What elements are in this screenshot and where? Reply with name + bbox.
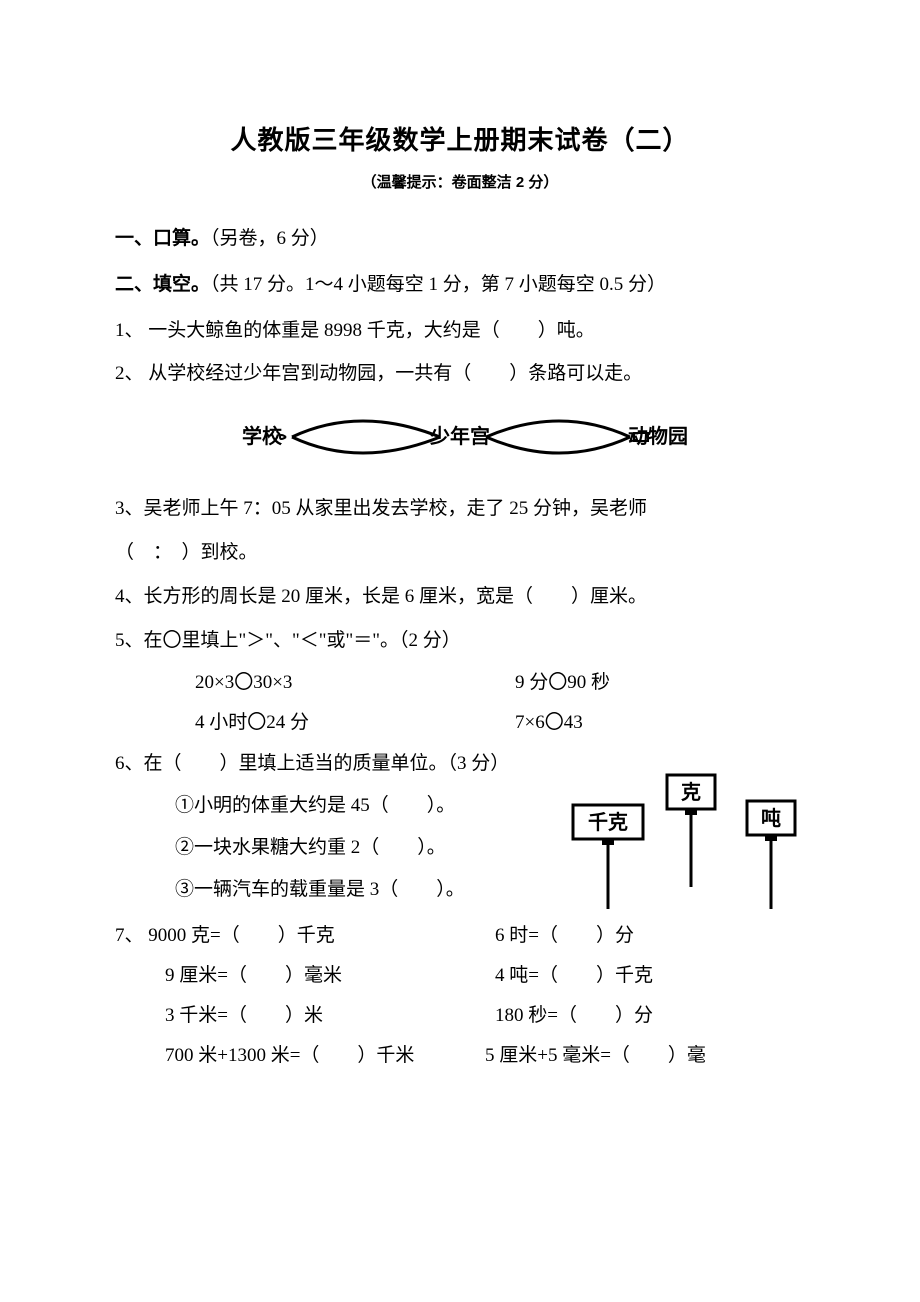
question-4: 4、长方形的周长是 20 厘米，长是 6 厘米，宽是（ ）厘米。 xyxy=(115,576,805,618)
route-diagram: 学校 少年宫 动物园 xyxy=(115,401,805,478)
q7-row-last-left: 700 米+1300 米=（ ）千米 xyxy=(115,1036,485,1076)
q7-row-1-left: 9 厘米=（ ）毫米 xyxy=(115,956,495,996)
q5-row-2-right: 7×6〇43 xyxy=(515,703,805,743)
sign-mid-label: 克 xyxy=(681,781,701,804)
q7-row-last: 700 米+1300 米=（ ）千米 5 厘米+5 毫米=（ ）毫 xyxy=(115,1036,805,1076)
sign-right-label: 吨 xyxy=(761,806,781,830)
q5-row-2-left: 4 小时〇24 分 xyxy=(115,703,515,743)
question-5: 5、在〇里填上"＞"、"＜"或"＝"。（2 分） xyxy=(115,620,805,662)
question-3a: 3、吴老师上午 7：05 从家里出发去学校，走了 25 分钟，吴老师 xyxy=(115,488,805,530)
q5-row-1-right: 9 分〇90 秒 xyxy=(515,663,805,703)
q7-row-last-right: 5 厘米+5 毫米=（ ）毫 xyxy=(485,1036,805,1076)
section-2-note: （共 17 分。1～4 小题每空 1 分，第 7 小题每空 0.5 分） xyxy=(210,274,666,295)
q7-row-2-left: 3 千米=（ ）米 xyxy=(115,996,495,1036)
question-2: 2、 从学校经过少年宫到动物园，一共有（ ）条路可以走。 xyxy=(115,353,805,395)
unit-signs-diagram: 克 千克 吨 xyxy=(555,769,815,924)
section-2-label: 二、填空。 xyxy=(115,274,210,295)
section-2-header: 二、填空。（共 17 分。1～4 小题每空 1 分，第 7 小题每空 0.5 分… xyxy=(115,264,805,306)
q7-row-0-left: 7、 9000 克=（ ）千克 xyxy=(115,916,495,956)
exam-subtitle: （温馨提示：卷面整洁 2 分） xyxy=(115,171,805,192)
exam-page: 人教版三年级数学上册期末试卷（二） （温馨提示：卷面整洁 2 分） 一、口算。（… xyxy=(0,0,920,1136)
q5-row-2: 4 小时〇24 分 7×6〇43 xyxy=(115,703,805,743)
q7-row-2: 3 千米=（ ）米 180 秒=（ ）分 xyxy=(115,996,805,1036)
question-3b: （ ： ）到校。 xyxy=(115,532,805,574)
q7-row-1-right: 4 吨=（ ）千克 xyxy=(495,956,805,996)
section-1-label: 一、口算。 xyxy=(115,228,210,249)
question-6-wrap: 6、在（ ）里填上适当的质量单位。（3 分） ①小明的体重大约是 45（ ）。 … xyxy=(115,743,805,910)
diagram-left-label: 学校 xyxy=(242,424,283,448)
exam-title: 人教版三年级数学上册期末试卷（二） xyxy=(115,120,805,157)
question-1: 1、 一头大鲸鱼的体重是 8998 千克，大约是（ ）吨。 xyxy=(115,310,805,352)
q7-row-2-right: 180 秒=（ ）分 xyxy=(495,996,805,1036)
section-1-note: （另卷，6 分） xyxy=(210,228,329,249)
section-1-header: 一、口算。（另卷，6 分） xyxy=(115,218,805,260)
diagram-right-label: 动物园 xyxy=(628,424,688,448)
q5-row-1: 20×3〇30×3 9 分〇90 秒 xyxy=(115,663,805,703)
q7-row-1: 9 厘米=（ ）毫米 4 吨=（ ）千克 xyxy=(115,956,805,996)
sign-left-label: 千克 xyxy=(588,811,628,834)
diagram-mid-label: 少年宫 xyxy=(429,424,490,448)
q5-row-1-left: 20×3〇30×3 xyxy=(115,663,515,703)
